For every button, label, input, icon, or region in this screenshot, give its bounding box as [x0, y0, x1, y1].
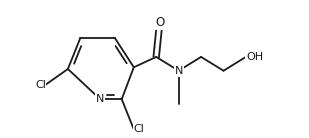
- Text: Cl: Cl: [134, 124, 145, 134]
- Text: N: N: [175, 66, 183, 76]
- Text: OH: OH: [246, 52, 263, 62]
- Text: O: O: [155, 16, 164, 29]
- Text: N: N: [96, 94, 104, 104]
- Text: Cl: Cl: [35, 79, 46, 90]
